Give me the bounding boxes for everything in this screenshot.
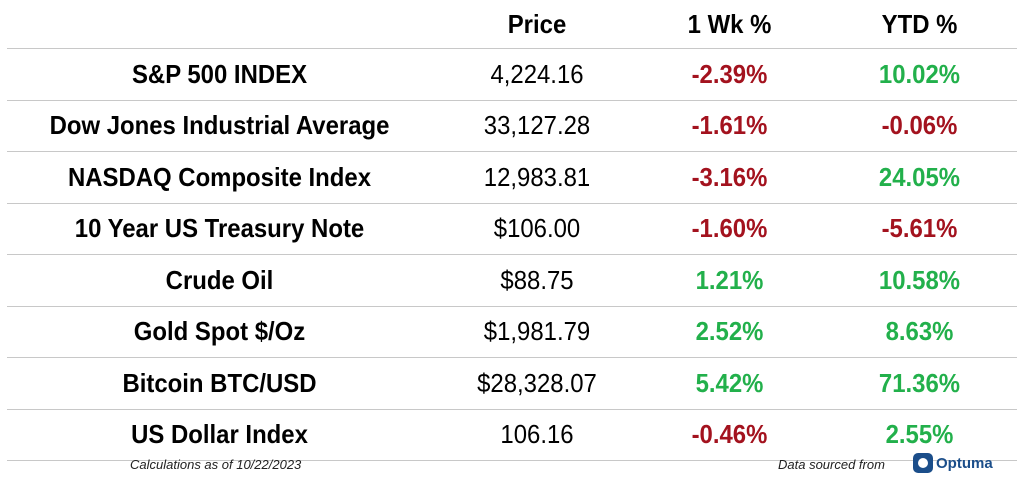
instrument-name: NASDAQ Composite Index: [67, 161, 372, 192]
header-price: Price: [507, 8, 567, 39]
ytd-change: 2.55%: [885, 419, 954, 450]
price-value: 12,983.81: [483, 161, 591, 192]
wk-change: -0.46%: [691, 419, 768, 450]
market-table: Price 1 Wk % YTD % S&P 500 INDEX 4,224.1…: [7, 0, 1017, 461]
header-1wk: 1 Wk %: [687, 8, 772, 39]
price-value: $28,328.07: [477, 367, 597, 398]
footer: Calculations as of 10/22/2023 Data sourc…: [0, 448, 1024, 481]
table-row: NASDAQ Composite Index 12,983.81 -3.16% …: [7, 152, 1017, 204]
table-row: Dow Jones Industrial Average 33,127.28 -…: [7, 101, 1017, 152]
wk-change: 5.42%: [695, 367, 764, 398]
price-value: $88.75: [500, 264, 574, 295]
table-header: Price 1 Wk % YTD %: [7, 0, 1017, 49]
calculation-date-note: Calculations as of 10/22/2023: [130, 457, 302, 472]
wk-change: -1.61%: [691, 110, 768, 141]
price-value: $1,981.79: [483, 316, 591, 347]
instrument-name: Bitcoin BTC/USD: [122, 367, 317, 398]
optuma-logo-text: Optuma: [936, 454, 993, 472]
ytd-change: 10.58%: [878, 264, 961, 295]
table-row: S&P 500 INDEX 4,224.16 -2.39% 10.02%: [7, 49, 1017, 101]
instrument-name: S&P 500 INDEX: [131, 58, 308, 89]
data-source-note: Data sourced from: [778, 457, 885, 472]
wk-change: -2.39%: [691, 58, 768, 89]
price-value: $106.00: [493, 213, 581, 244]
wk-change: 2.52%: [695, 316, 764, 347]
table-row: Bitcoin BTC/USD $28,328.07 5.42% 71.36%: [7, 358, 1017, 410]
table-row: US Dollar Index 106.16 -0.46% 2.55%: [7, 410, 1017, 461]
table-row: Gold Spot $/Oz $1,981.79 2.52% 8.63%: [7, 307, 1017, 358]
price-value: 33,127.28: [483, 110, 591, 141]
ytd-change: -0.06%: [881, 110, 958, 141]
instrument-name: Gold Spot $/Oz: [133, 316, 306, 347]
instrument-name: US Dollar Index: [131, 419, 308, 450]
optuma-logo: Optuma: [913, 453, 993, 473]
instrument-name: 10 Year US Treasury Note: [74, 213, 365, 244]
header-name: [24, 0, 415, 48]
wk-change: 1.21%: [695, 264, 764, 295]
wk-change: -3.16%: [691, 161, 768, 192]
ytd-change: 10.02%: [878, 58, 961, 89]
instrument-name: Dow Jones Industrial Average: [49, 110, 390, 141]
table-row: 10 Year US Treasury Note $106.00 -1.60% …: [7, 204, 1017, 255]
ytd-change: -5.61%: [881, 213, 958, 244]
optuma-logo-icon: [913, 453, 933, 473]
price-value: 106.16: [500, 419, 574, 450]
price-value: 4,224.16: [490, 58, 584, 89]
table-row: Crude Oil $88.75 1.21% 10.58%: [7, 255, 1017, 307]
header-ytd: YTD %: [881, 8, 958, 39]
ytd-change: 71.36%: [878, 367, 961, 398]
wk-change: -1.60%: [691, 213, 768, 244]
ytd-change: 8.63%: [885, 316, 954, 347]
ytd-change: 24.05%: [878, 161, 961, 192]
instrument-name: Crude Oil: [165, 264, 274, 295]
